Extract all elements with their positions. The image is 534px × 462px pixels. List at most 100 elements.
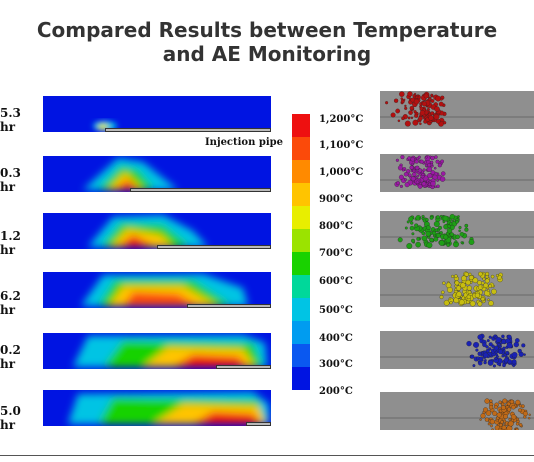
temperature-panel-6: [43, 390, 271, 426]
scale-swatch-2: [292, 160, 310, 183]
ae-event-dot: [449, 222, 453, 226]
ae-panel-5: [380, 331, 534, 369]
ae-panel-4: [380, 269, 534, 307]
scale-swatch-8: [292, 298, 310, 321]
ae-event-dot: [435, 118, 441, 124]
ae-event-dot: [478, 271, 483, 277]
ae-event-dot: [404, 104, 407, 108]
ae-event-dot: [397, 165, 403, 171]
ae-event-dot: [427, 173, 433, 179]
ae-event-dot: [449, 301, 453, 305]
scale-label-300: 300°C: [319, 359, 353, 370]
ae-event-dot: [418, 116, 423, 121]
ae-event-dot: [439, 295, 444, 300]
ae-event-dot: [488, 284, 493, 288]
ae-event-dot: [411, 232, 415, 236]
ae-event-dot: [455, 234, 460, 240]
ae-event-dot: [439, 176, 446, 182]
ae-event-dot: [498, 427, 503, 430]
ae-event-dot: [414, 159, 419, 164]
ae-event-dot: [410, 176, 416, 182]
ae-event-dot: [407, 116, 411, 120]
ae-event-dot: [421, 231, 426, 236]
ae-event-dot: [493, 345, 499, 351]
ae-event-dot: [431, 230, 437, 236]
injection-pipe-2: [129, 188, 271, 192]
injection-pipe-3: [157, 245, 271, 249]
ae-event-dot: [408, 110, 413, 115]
ae-event-dot: [509, 399, 515, 404]
scale-label-900: 900°C: [319, 194, 353, 205]
ae-event-dot: [481, 285, 485, 289]
ae-event-dot: [406, 169, 411, 174]
ae-event-dot: [484, 398, 490, 404]
scale-swatch-4: [292, 206, 310, 229]
ae-event-dot: [465, 279, 471, 286]
ae-event-dot: [497, 343, 501, 347]
ae-event-dot: [515, 428, 519, 430]
ae-event-dot: [511, 351, 518, 358]
ae-event-dot: [440, 159, 444, 164]
ae-event-dot: [515, 399, 521, 405]
ae-event-dot: [430, 170, 436, 175]
ae-event-dot: [490, 274, 495, 279]
ae-event-dot: [478, 356, 484, 362]
ae-event-dot: [495, 336, 502, 343]
ae-event-dot: [395, 158, 399, 162]
ae-event-dot: [448, 297, 452, 300]
ae-event-dot: [421, 235, 428, 242]
ae-event-dot: [433, 221, 440, 227]
ae-event-dot: [488, 300, 494, 306]
ae-event-dot: [411, 162, 414, 166]
ae-event-dot: [488, 335, 492, 339]
ae-panel-3: [380, 211, 534, 249]
ae-event-dot: [501, 334, 505, 339]
ae-event-dot: [459, 299, 465, 305]
temperature-panel-4: [43, 272, 271, 308]
scale-swatch-10: [292, 344, 310, 367]
ae-event-dot: [498, 400, 502, 404]
ae-event-dot: [440, 171, 446, 176]
time-label-6: 5.0 hr: [0, 404, 21, 432]
time-label-1: 5.3 hr: [0, 106, 21, 134]
ae-event-dot: [455, 220, 459, 224]
scale-swatch-3: [292, 183, 310, 206]
ae-event-dot: [502, 363, 506, 368]
ae-event-dot: [414, 223, 419, 228]
ae-event-dot: [460, 282, 466, 289]
ae-event-dot: [437, 163, 442, 168]
ae-event-dot: [456, 291, 462, 297]
ae-event-dot: [515, 422, 520, 426]
ae-event-dot: [468, 239, 475, 245]
ae-event-dot: [421, 217, 425, 221]
ae-event-dot: [461, 275, 467, 282]
ae-event-dot: [417, 155, 421, 159]
ae-event-dot: [458, 225, 462, 230]
ae-event-dot: [500, 420, 504, 424]
ae-event-dot: [412, 119, 419, 126]
ae-event-dot: [506, 342, 513, 349]
ae-event-dot: [416, 94, 420, 98]
scale-label-1100: 1,100°C: [319, 140, 364, 151]
ae-event-dot: [518, 408, 522, 413]
ae-event-dot: [466, 340, 472, 347]
ae-event-dot: [414, 113, 419, 118]
ae-event-dot: [442, 220, 446, 224]
scale-swatch-6: [292, 252, 310, 275]
bottom-divider: [0, 455, 534, 456]
ae-event-dot: [472, 364, 476, 368]
ae-event-dot: [451, 274, 455, 278]
ae-cluster-6: [479, 398, 531, 430]
ae-event-dot: [434, 155, 438, 159]
ae-event-dot: [399, 91, 405, 97]
ae-event-dot: [396, 181, 400, 186]
ae-event-dot: [433, 166, 437, 170]
ae-event-dot: [404, 178, 407, 181]
scale-label-500: 500°C: [319, 305, 353, 316]
ae-event-dot: [413, 98, 420, 105]
ae-event-dot: [477, 360, 483, 366]
ae-event-dot: [415, 241, 421, 248]
ae-event-dot: [479, 418, 482, 421]
ae-event-dot: [438, 225, 442, 230]
ae-event-dot: [474, 292, 480, 298]
